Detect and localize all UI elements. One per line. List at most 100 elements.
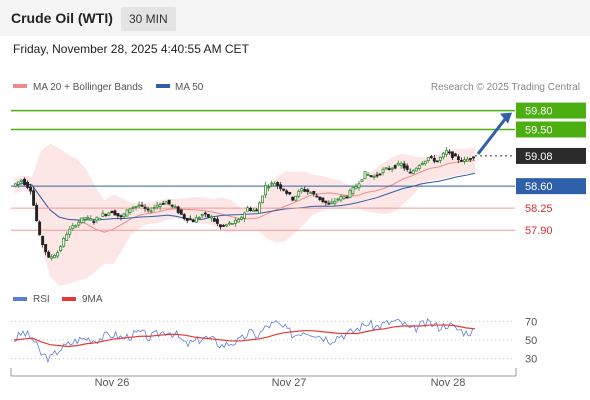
candle-body (221, 224, 225, 227)
candle-body (447, 151, 451, 154)
candle-body (44, 244, 48, 253)
candle-body (309, 192, 313, 194)
candle-body (17, 181, 20, 185)
candle-body (466, 158, 469, 162)
resistance-tag-label: 59.80 (525, 106, 553, 118)
candle-body (321, 197, 325, 202)
candle-body (80, 217, 84, 224)
candle-body (469, 158, 472, 160)
candle-body (285, 190, 289, 194)
candle-body (134, 205, 138, 208)
candle-body (438, 156, 442, 161)
candle-body (152, 207, 156, 210)
candle-body (161, 202, 165, 205)
candle-body (441, 152, 445, 158)
candle-body (143, 206, 147, 209)
candle-body (414, 167, 418, 172)
candle-body (363, 171, 367, 179)
candle-body (450, 151, 454, 158)
chart-credit: Research © 2025 Trading Central (431, 82, 580, 93)
candle-body (246, 207, 249, 212)
candle-body (38, 221, 42, 236)
pivot-tag-label: 58.60 (525, 181, 553, 193)
candle-body (399, 162, 403, 167)
pivot-tag (516, 178, 586, 195)
candle-body (215, 218, 219, 224)
candle-body (420, 163, 424, 166)
candle-body (279, 184, 283, 189)
candle-body (131, 207, 135, 209)
legend-label-ma50: MA 50 (175, 82, 204, 93)
candle-body (89, 218, 93, 221)
candle-body (95, 216, 99, 221)
candle-body (41, 235, 45, 245)
candle-body (372, 176, 376, 178)
candle-body (405, 165, 409, 170)
candle-body (294, 195, 298, 201)
resistance-tag (516, 121, 586, 138)
candle-body (212, 218, 216, 222)
candle-body (47, 251, 51, 258)
legend-label-9ma: 9MA (82, 294, 103, 305)
candle-body (107, 212, 111, 216)
candle-body (32, 190, 36, 206)
candle-body (288, 191, 292, 195)
candle-body (387, 168, 391, 171)
resistance-tag (516, 102, 586, 119)
candle-body (339, 196, 343, 201)
datetime-label: Friday, November 28, 2025 4:40:55 AM CET (13, 42, 249, 56)
candle-body (74, 225, 78, 228)
candle-body (53, 255, 57, 259)
last-price-tag-label: 59.08 (525, 151, 553, 163)
candle-body (249, 207, 252, 211)
candle-body (375, 174, 379, 177)
candle-body (146, 208, 150, 211)
candle-body (167, 199, 171, 205)
candle-body (333, 200, 337, 205)
candle-body (366, 173, 370, 176)
legend-swatch-9ma (62, 297, 76, 301)
candle-body (110, 210, 114, 214)
candle-body (92, 221, 96, 223)
candle-body (342, 195, 346, 199)
candle-body (26, 181, 30, 188)
candle-body (234, 219, 237, 224)
candle-body (291, 196, 295, 201)
candle-body (56, 252, 60, 257)
candle-body (426, 157, 430, 161)
candle-body (140, 204, 144, 207)
candle-body (252, 209, 255, 212)
candle-body (203, 212, 207, 215)
candle-body (282, 188, 286, 191)
candle-body (324, 200, 328, 204)
x-tick-label: Nov 28 (431, 377, 466, 389)
candle-body (312, 190, 316, 195)
candle-body (98, 217, 102, 221)
chart-header: Crude Oil (WTI) 30 MIN (0, 0, 590, 36)
candle-body (191, 219, 195, 223)
candle-body (243, 212, 246, 219)
x-tick-label: Nov 27 (272, 377, 307, 389)
candle-body (402, 163, 406, 169)
candle-body (179, 209, 183, 215)
legend-swatch-ma20 (13, 84, 27, 88)
legend-swatch-rsi (13, 297, 27, 301)
candle-body (357, 183, 361, 188)
candle-body (122, 213, 126, 218)
candle-body (297, 190, 301, 197)
candle-body (23, 178, 27, 185)
support-label: 57.90 (525, 225, 553, 237)
timeframe-button[interactable]: 30 MIN (121, 7, 176, 31)
candle-body (173, 206, 177, 209)
candle-body (71, 225, 75, 230)
candle-body (62, 237, 66, 247)
candle-body (456, 156, 460, 161)
candle-body (273, 183, 277, 187)
candle-body (315, 195, 319, 198)
candle-body (237, 219, 240, 223)
candle-body (176, 206, 180, 213)
candle-body (77, 221, 81, 226)
candle-body (125, 209, 129, 217)
last-price-tag (516, 147, 586, 164)
